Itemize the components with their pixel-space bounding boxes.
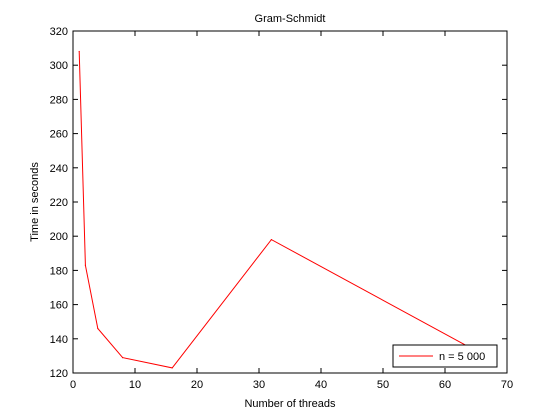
plot-area xyxy=(72,30,508,374)
x-tick-label: 40 xyxy=(315,379,327,391)
x-tick-label: 50 xyxy=(377,379,389,391)
y-tick-label: 140 xyxy=(50,334,68,346)
y-tick-label: 180 xyxy=(50,265,68,277)
y-tick-label: 280 xyxy=(50,94,68,106)
series-point xyxy=(270,239,272,241)
y-tick-label: 260 xyxy=(50,129,68,141)
y-tick-label: 220 xyxy=(50,197,68,209)
x-tick-label: 10 xyxy=(129,379,141,391)
x-tick-label: 0 xyxy=(70,379,76,391)
y-tick-label: 160 xyxy=(50,300,68,312)
series-point xyxy=(171,367,173,369)
y-axis-ticks: 120 140 160 180 200 220 240 260 280 300 320 xyxy=(50,26,507,380)
x-axis-ticks: 0 10 20 30 40 50 60 70 xyxy=(70,31,513,391)
legend-label: n = 5 000 xyxy=(439,351,485,363)
series-point xyxy=(78,50,80,53)
chart-title: Gram-Schmidt xyxy=(255,13,326,25)
y-tick-label: 200 xyxy=(50,231,68,243)
y-tick-label: 300 xyxy=(50,60,68,72)
x-tick-label: 30 xyxy=(253,379,265,391)
y-tick-label: 240 xyxy=(50,163,68,175)
x-axis-label: Number of threads xyxy=(244,398,336,410)
legend: n = 5 000 xyxy=(392,344,498,368)
x-tick-label: 60 xyxy=(439,379,451,391)
series-point xyxy=(122,357,124,359)
series-point xyxy=(84,264,86,266)
legend-box xyxy=(392,344,498,368)
y-tick-label: 320 xyxy=(50,26,68,38)
x-tick-label: 70 xyxy=(501,379,513,391)
y-axis-label: Time in seconds xyxy=(29,162,41,242)
series-point xyxy=(97,327,99,330)
x-tick-label: 20 xyxy=(191,379,203,391)
y-tick-label: 120 xyxy=(50,368,68,380)
